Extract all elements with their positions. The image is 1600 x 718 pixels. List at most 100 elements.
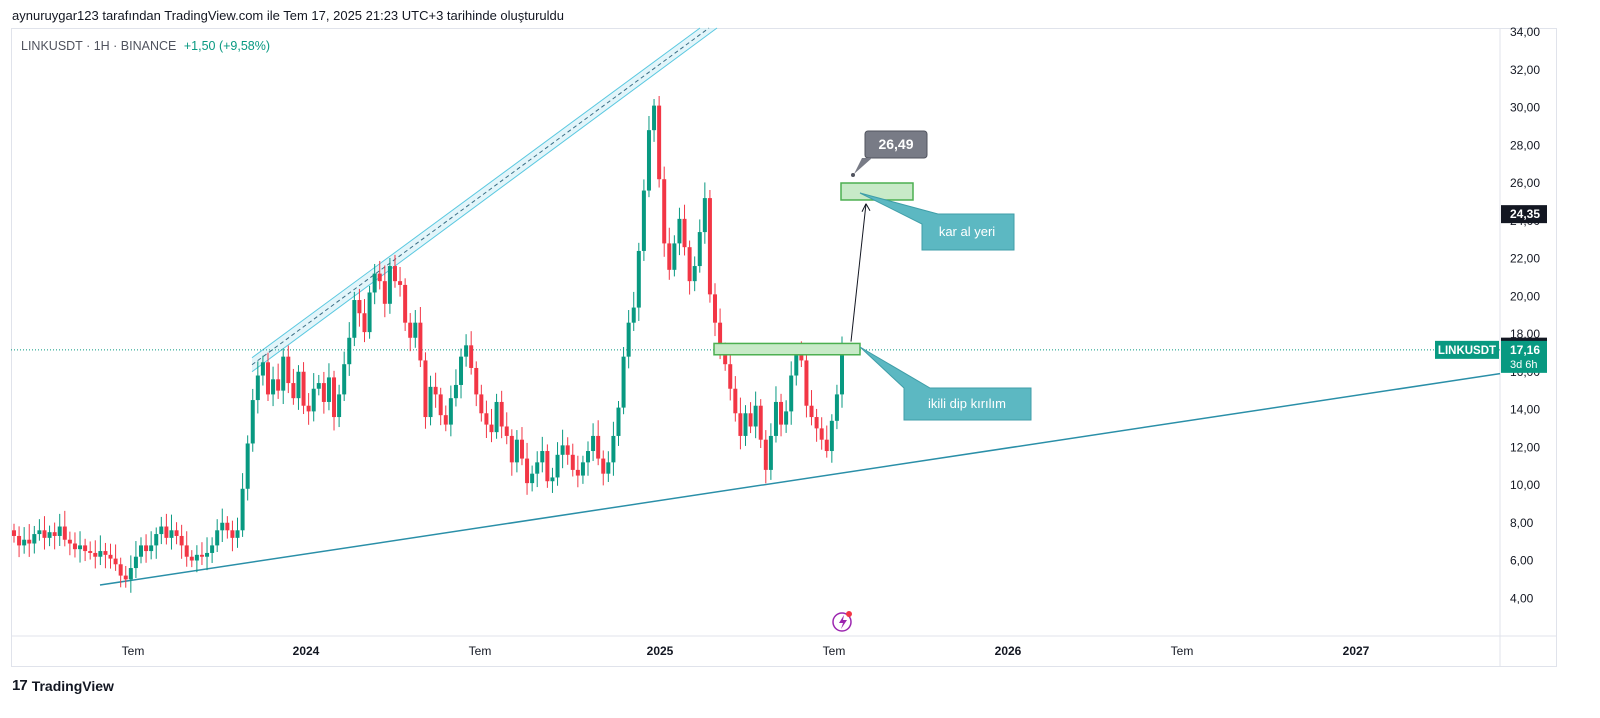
candle-body [174, 530, 179, 536]
y-tick-label: 6,00 [1510, 554, 1534, 568]
event-badge [846, 611, 852, 617]
candle [265, 352, 270, 402]
candle-body [601, 458, 606, 474]
candle [707, 189, 712, 303]
candle-body [144, 545, 149, 552]
candle-body [42, 530, 47, 538]
candle-body [611, 435, 616, 463]
candle [42, 516, 47, 550]
event-lightning-glyph [839, 615, 847, 629]
y-tick-label: 20,00 [1510, 289, 1540, 303]
candle-body [748, 413, 753, 427]
candle [382, 265, 387, 318]
candle [413, 310, 418, 348]
chart-caption: aynuruygar123 tarafından TradingView.com… [12, 8, 565, 23]
arrow-head [861, 203, 871, 212]
candle [453, 369, 458, 407]
price-bubble [864, 130, 928, 159]
candle-body [235, 530, 240, 538]
candle-body [636, 250, 641, 308]
x-tick-label: 2027 [1343, 644, 1370, 658]
y-tick-label: 14,00 [1510, 403, 1540, 417]
candle [392, 254, 397, 288]
candle [118, 557, 123, 588]
candle-body [408, 322, 413, 338]
candle-body [743, 413, 748, 436]
candle-body [530, 473, 535, 484]
y-tick-label: 28,00 [1510, 138, 1540, 152]
candle [301, 362, 306, 415]
candle [98, 535, 103, 566]
tradingview-brand: TradingView [31, 677, 114, 694]
candle [332, 370, 337, 431]
candle-body [596, 435, 601, 459]
candle [687, 240, 692, 295]
candle-body [626, 322, 631, 357]
candle-body [210, 545, 215, 553]
y-tick-label: 8,00 [1510, 516, 1534, 530]
candle-body [265, 362, 270, 395]
candle-body [438, 394, 443, 416]
candle [636, 242, 641, 321]
symbol-info: LINKUSDT · 1H · BINANCE [21, 39, 177, 53]
candle [697, 219, 702, 273]
y-tick-label: 12,00 [1510, 440, 1540, 454]
candle-body [326, 377, 331, 402]
candle [692, 256, 697, 292]
candle-body [281, 356, 286, 391]
candle [357, 288, 362, 327]
candle-body [72, 543, 77, 550]
y-tick-label: 10,00 [1510, 478, 1540, 492]
candle [347, 322, 352, 376]
candle-body [464, 345, 469, 357]
candle [779, 393, 784, 437]
candle-body [347, 337, 352, 365]
candle-body [413, 322, 418, 338]
candle [789, 361, 794, 425]
candle-body [362, 313, 367, 333]
callout-ikili-dip-label: ikili dip kırılım [928, 396, 1006, 411]
candle [606, 451, 611, 482]
candle-body [545, 451, 550, 482]
x-tick-label: 2025 [647, 644, 674, 658]
candle [738, 397, 743, 450]
price-change: +1,50 (+9,58%) [183, 39, 271, 53]
x-axis-ticks: Tem 2024 Tem 2025 Tem 2026 Tem 2027 [11, 635, 1557, 658]
chart-frame [11, 28, 1557, 667]
candle-body [489, 424, 494, 433]
candle-body [372, 273, 377, 293]
tradingview-logo: 17 TradingView [12, 677, 114, 694]
candle [408, 313, 413, 352]
candle-body [646, 130, 651, 191]
candle-body [784, 411, 789, 425]
candle [611, 421, 616, 476]
candle [37, 519, 42, 541]
x-tick-label: Tem [122, 644, 145, 658]
candle-body [17, 535, 22, 546]
candle-body [555, 454, 560, 478]
candle [403, 278, 408, 331]
candle [225, 516, 230, 539]
candle [103, 542, 108, 569]
candle-body [794, 350, 799, 376]
candle [773, 386, 778, 443]
candle-body [47, 532, 52, 538]
candle-body [245, 443, 250, 489]
candle-body [377, 273, 382, 282]
x-tick-label: Tem [469, 644, 492, 658]
candle [133, 541, 138, 579]
candle [321, 371, 326, 414]
candle [205, 537, 210, 571]
candle-body [692, 266, 697, 282]
candle-body [616, 407, 621, 436]
candle-body [398, 281, 403, 285]
candle-body [367, 292, 372, 333]
candle [32, 525, 37, 554]
candle [174, 522, 179, 545]
candle [586, 441, 591, 476]
candle [646, 115, 651, 198]
candle-body [154, 534, 159, 546]
candle [560, 429, 565, 469]
